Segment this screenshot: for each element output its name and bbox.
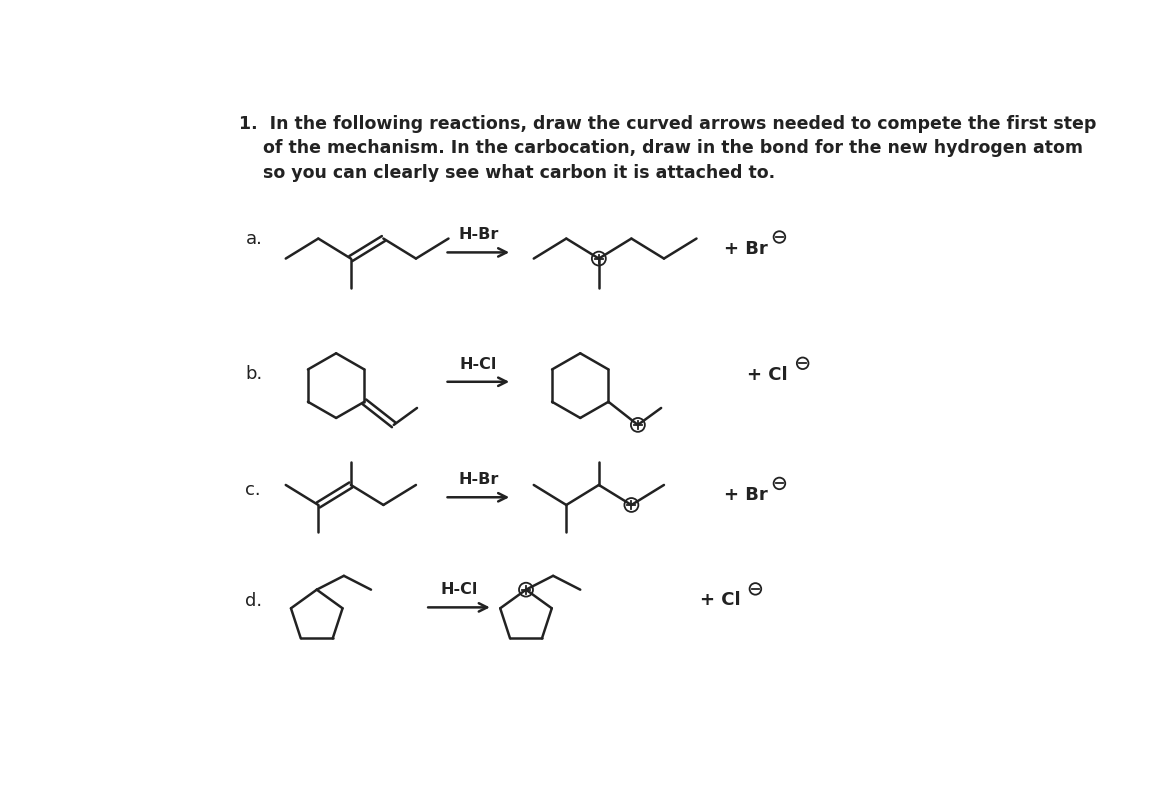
Text: 1.  In the following reactions, draw the curved arrows needed to compete the fir: 1. In the following reactions, draw the … xyxy=(239,114,1096,132)
Text: + Br: + Br xyxy=(723,486,768,504)
Text: so you can clearly see what carbon it is attached to.: so you can clearly see what carbon it is… xyxy=(239,164,776,182)
Text: of the mechanism. In the carbocation, draw in the bond for the new hydrogen atom: of the mechanism. In the carbocation, dr… xyxy=(239,139,1083,158)
Text: d.: d. xyxy=(246,593,262,610)
Text: H-Br: H-Br xyxy=(459,228,498,243)
Text: b.: b. xyxy=(246,365,263,383)
Text: + Cl: + Cl xyxy=(701,592,741,609)
Text: + Cl: + Cl xyxy=(746,366,787,384)
Text: H-Cl: H-Cl xyxy=(460,357,497,372)
Text: a.: a. xyxy=(246,230,262,248)
Text: H-Br: H-Br xyxy=(459,472,498,487)
Text: + Br: + Br xyxy=(723,240,768,258)
Text: c.: c. xyxy=(246,481,261,499)
Text: H-Cl: H-Cl xyxy=(440,582,477,597)
